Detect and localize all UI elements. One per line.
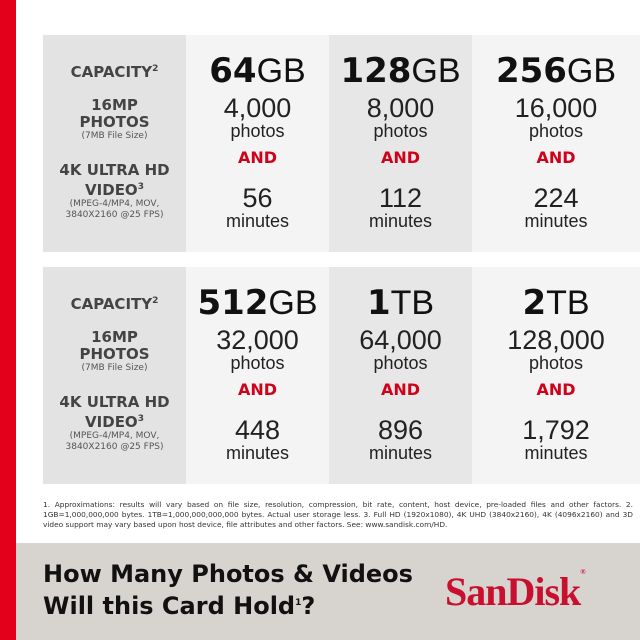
label-column: CAPACITY2 16MP PHOTOS (7MB File Size) 4K U…	[43, 267, 186, 484]
capacity-column: 64GB 4,000 photos AND 56 minutes	[186, 35, 329, 252]
photos-label: 16MP PHOTOS (7MB File Size)	[79, 328, 150, 374]
video-minutes: 1,792	[522, 415, 590, 445]
capacity-value: 512GB	[197, 283, 318, 323]
video-label: 4K ULTRA HD VIDEO3 (MPEG-4/MP4, MOV, 3840X2…	[59, 393, 170, 453]
capacity-value: 256GB	[495, 51, 617, 91]
photo-count: 128,000	[507, 325, 605, 355]
photo-count: 32,000	[216, 325, 299, 355]
capacity-table: CAPACITY2 16MP PHOTOS (7MB File Size) 4K U…	[43, 35, 640, 252]
capacity-column: 1TB 64,000 photos AND 896 minutes	[329, 267, 472, 484]
photos-unit: photos	[373, 353, 428, 373]
and-label: AND	[536, 148, 576, 167]
capacity-value: 64GB	[209, 51, 306, 91]
and-label: AND	[380, 380, 421, 399]
minutes-unit: minutes	[225, 443, 290, 463]
capacity-value: 2TB	[522, 283, 590, 323]
logo-text: SanDisk	[445, 569, 581, 614]
photos-unit: photos	[373, 121, 428, 141]
photos-unit: photos	[528, 353, 584, 373]
photo-count: 8,000	[366, 93, 435, 123]
and-label: AND	[536, 380, 576, 399]
footer-band	[16, 543, 640, 640]
photos-unit: photos	[230, 121, 285, 141]
capacity-label: CAPACITY2	[70, 295, 159, 313]
footnote: 1. Approximations: results will vary bas…	[43, 500, 633, 529]
video-minutes: 224	[533, 183, 579, 213]
minutes-unit: minutes	[524, 211, 588, 231]
video-minutes: 448	[234, 415, 281, 445]
photos-unit: photos	[230, 353, 285, 373]
photo-count: 64,000	[359, 325, 442, 355]
headline: How Many Photos & Videos Will this Card …	[43, 560, 413, 621]
capacity-label: CAPACITY2	[70, 63, 159, 81]
photo-count: 16,000	[514, 93, 598, 123]
capacity-value: 1TB	[366, 283, 435, 323]
red-accent-bar	[0, 0, 16, 640]
capacity-column: 128GB 8,000 photos AND 112 minutes	[329, 35, 472, 252]
minutes-unit: minutes	[368, 443, 433, 463]
registered-mark: ®	[580, 568, 585, 576]
photos-label: 16MP PHOTOS (7MB File Size)	[79, 96, 150, 142]
headline-footnote-mark: 1	[295, 598, 302, 608]
capacity-table: CAPACITY2 16MP PHOTOS (7MB File Size) 4K U…	[43, 267, 640, 484]
photo-count: 4,000	[223, 93, 292, 123]
capacity-column: 512GB 32,000 photos AND 448 minutes	[186, 267, 329, 484]
label-column: CAPACITY2 16MP PHOTOS (7MB File Size) 4K U…	[43, 35, 186, 252]
minutes-unit: minutes	[368, 211, 433, 231]
minutes-unit: minutes	[524, 443, 588, 463]
headline-line2: Will this Card Hold1?	[43, 589, 413, 621]
photos-unit: photos	[528, 121, 584, 141]
and-label: AND	[237, 148, 278, 167]
headline-line1: How Many Photos & Videos	[43, 560, 413, 588]
video-label: 4K ULTRA HD VIDEO3 (MPEG-4/MP4, MOV, 3840X2…	[59, 161, 170, 221]
headline-text: Will this Card Hold	[43, 592, 296, 620]
and-label: AND	[237, 380, 278, 399]
video-minutes: 56	[242, 183, 273, 213]
video-minutes: 112	[378, 183, 423, 213]
minutes-unit: minutes	[225, 211, 290, 231]
capacity-value: 128GB	[340, 51, 461, 91]
and-label: AND	[380, 148, 421, 167]
headline-question-mark: ?	[301, 592, 316, 620]
capacity-column: 2TB 128,000 photos AND 1,792 minutes	[472, 267, 640, 484]
video-minutes: 896	[377, 415, 424, 445]
sandisk-logo: SanDisk®	[445, 568, 586, 615]
capacity-column: 256GB 16,000 photos AND 224 minutes	[472, 35, 640, 252]
